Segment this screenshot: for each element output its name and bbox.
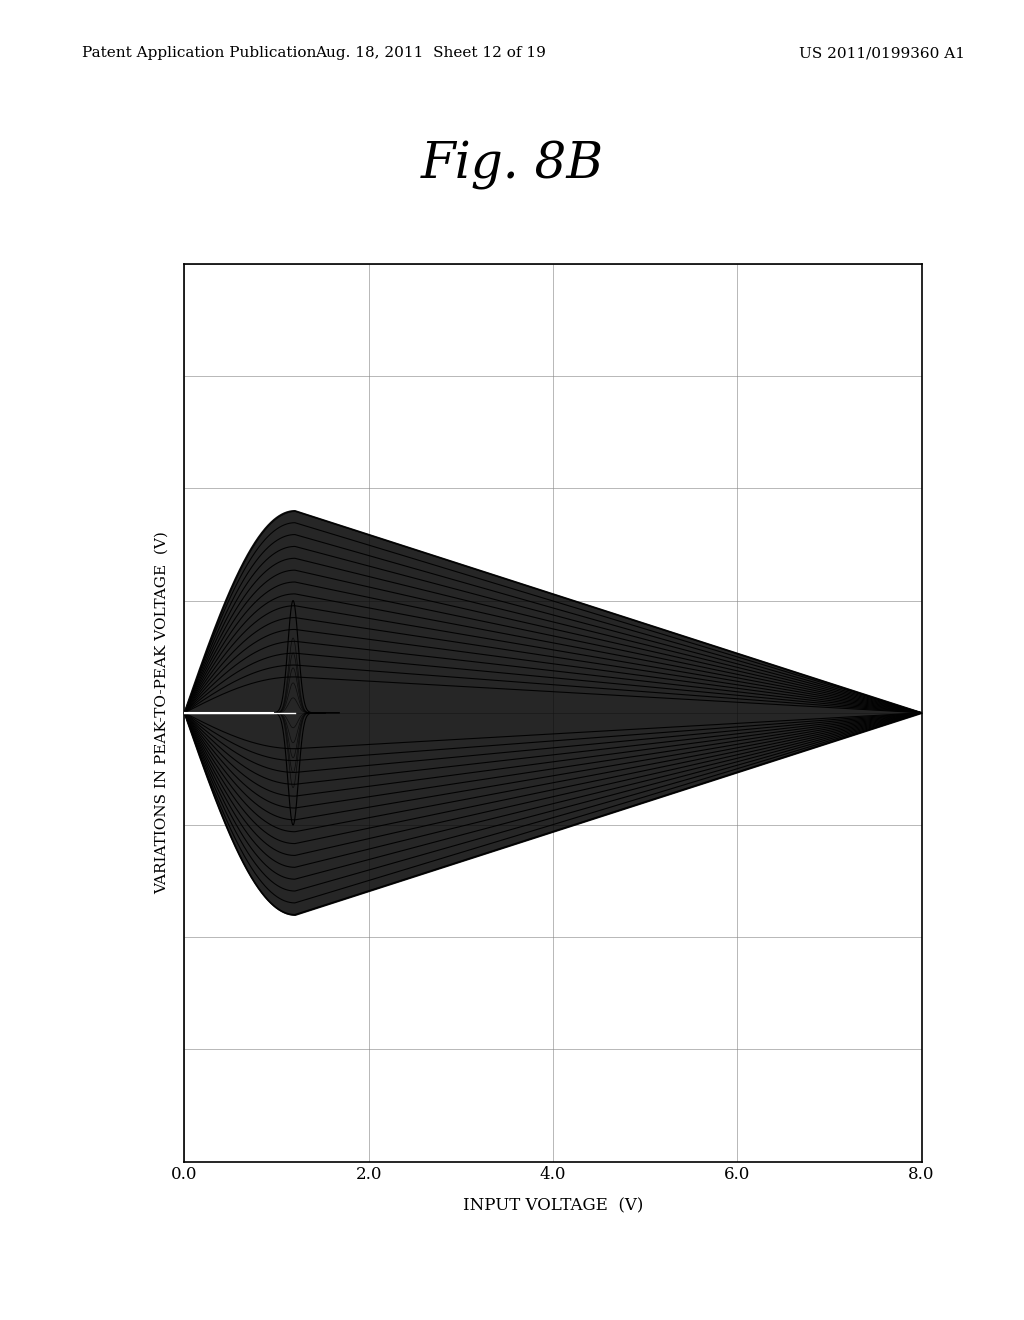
Text: Patent Application Publication: Patent Application Publication — [82, 46, 316, 61]
Y-axis label: VARIATIONS IN PEAK-TO-PEAK VOLTAGE  (V): VARIATIONS IN PEAK-TO-PEAK VOLTAGE (V) — [155, 532, 168, 894]
Text: Aug. 18, 2011  Sheet 12 of 19: Aug. 18, 2011 Sheet 12 of 19 — [314, 46, 546, 61]
Text: Fig. 8B: Fig. 8B — [421, 140, 603, 190]
Text: US 2011/0199360 A1: US 2011/0199360 A1 — [799, 46, 965, 61]
X-axis label: INPUT VOLTAGE  (V): INPUT VOLTAGE (V) — [463, 1197, 643, 1214]
